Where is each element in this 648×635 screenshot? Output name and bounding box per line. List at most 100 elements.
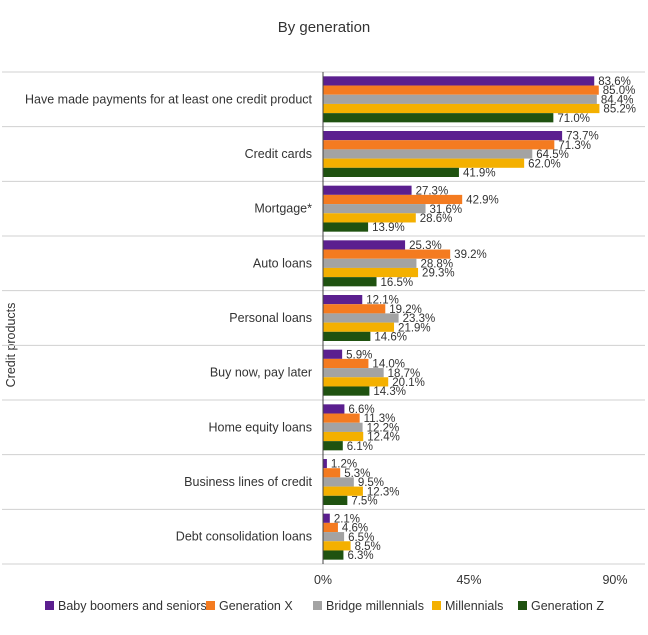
bar — [323, 295, 363, 305]
category-label: Auto loans — [253, 256, 312, 270]
data-label: 19.2% — [389, 304, 422, 316]
data-label: 14.6% — [374, 332, 407, 344]
data-label: 42.9% — [466, 195, 499, 207]
data-label: 8.5% — [355, 541, 381, 553]
legend-swatch — [432, 601, 441, 610]
category-label: Debt consolidation loans — [176, 530, 312, 544]
data-label: 31.6% — [430, 204, 463, 216]
legend-label: Bridge millennials — [326, 599, 424, 613]
bar — [323, 249, 451, 259]
category-label: Buy now, pay later — [210, 366, 312, 380]
bar — [323, 477, 354, 487]
bar — [323, 386, 370, 396]
bar — [323, 331, 371, 341]
bar — [323, 550, 344, 560]
bar — [323, 486, 363, 496]
data-label: 11.3% — [364, 413, 396, 425]
bar — [323, 413, 360, 423]
bar — [323, 349, 343, 359]
category-labels: Have made payments for at least one cred… — [25, 92, 312, 543]
bar — [323, 103, 600, 114]
bar — [323, 204, 426, 214]
bar — [323, 404, 345, 414]
bar — [323, 368, 384, 378]
bar — [323, 267, 419, 278]
data-label: 6.5% — [348, 532, 374, 544]
data-label: 85.2% — [603, 104, 636, 116]
data-label: 71.3% — [558, 140, 591, 152]
bar — [323, 304, 386, 314]
bar — [323, 522, 338, 533]
x-axis-ticks: 0% 45% 90% — [314, 573, 628, 587]
data-label: 18.7% — [388, 368, 421, 380]
data-label: 6.3% — [347, 550, 373, 562]
bar — [323, 85, 599, 95]
legend-swatch — [313, 601, 322, 610]
category-label: Business lines of credit — [184, 475, 312, 489]
data-label: 41.9% — [463, 168, 496, 180]
data-label: 20.1% — [392, 377, 425, 389]
data-label: 9.5% — [358, 477, 384, 489]
bar — [323, 532, 345, 542]
bar — [323, 258, 417, 268]
data-label: 13.9% — [372, 222, 405, 234]
bar — [323, 76, 595, 86]
data-label: 14.3% — [373, 386, 406, 398]
category-label: Personal loans — [229, 311, 312, 325]
data-label: 4.6% — [342, 523, 368, 535]
data-label: 62.0% — [528, 158, 561, 170]
bar — [323, 358, 369, 369]
value-labels: 83.6%85.0%84.4%85.2% 71.0% 73.7%71.3%64.5%… — [331, 76, 636, 562]
bar — [323, 113, 554, 123]
bar — [323, 185, 412, 195]
data-label: 16.5% — [381, 277, 414, 289]
bar — [323, 131, 563, 141]
data-label: 23.3% — [403, 313, 436, 325]
legend-swatch — [45, 601, 54, 610]
data-label: 5.9% — [346, 349, 372, 361]
legend-label: Generation X — [219, 599, 293, 613]
data-label: 73.7% — [566, 131, 599, 143]
legend-swatch — [518, 601, 527, 610]
data-label: 29.3% — [422, 268, 455, 280]
bar — [323, 149, 533, 159]
data-label: 28.8% — [420, 258, 453, 270]
bar — [323, 240, 406, 250]
bars — [323, 76, 600, 560]
data-label: 21.9% — [398, 322, 431, 334]
bar — [323, 158, 525, 168]
data-label: 14.0% — [372, 359, 405, 371]
category-label: Home equity loans — [208, 420, 312, 434]
chart-title: By generation — [278, 19, 371, 36]
bar — [323, 222, 369, 232]
bar — [323, 431, 364, 442]
data-label: 2.1% — [334, 513, 360, 525]
bar — [323, 441, 343, 451]
bar — [323, 94, 597, 104]
data-label: 12.1% — [366, 295, 399, 307]
data-label: 71.0% — [557, 113, 590, 125]
bar — [323, 140, 555, 150]
bar — [323, 513, 330, 523]
data-label: 5.3% — [344, 468, 370, 480]
x-tick-label: 90% — [602, 573, 627, 587]
bar — [323, 422, 363, 432]
data-label: 84.4% — [601, 94, 634, 106]
data-label: 12.3% — [367, 486, 400, 498]
category-label: Mortgage* — [254, 202, 312, 216]
bar — [323, 167, 459, 177]
data-label: 64.5% — [536, 149, 569, 161]
bar — [323, 495, 348, 505]
bar — [323, 313, 399, 323]
legend-swatch — [206, 601, 215, 610]
data-label: 12.2% — [367, 422, 400, 434]
bar — [323, 322, 395, 332]
legend-label: Baby boomers and seniors — [58, 599, 207, 613]
data-label: 39.2% — [454, 249, 487, 261]
data-label: 12.4% — [367, 432, 400, 444]
data-label: 28.6% — [420, 213, 453, 225]
bar — [323, 277, 377, 287]
data-label: 83.6% — [598, 76, 631, 88]
x-tick-label: 0% — [314, 573, 332, 587]
